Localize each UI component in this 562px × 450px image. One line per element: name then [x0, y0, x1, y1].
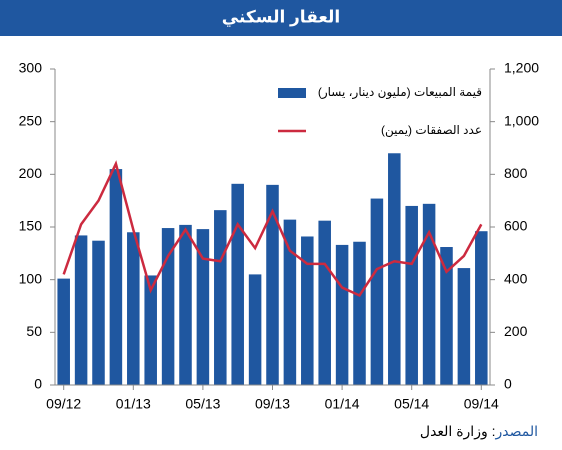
- title-banner: [0, 0, 562, 36]
- bar: [318, 220, 331, 385]
- bar: [248, 274, 262, 385]
- y-tick-label: 100: [19, 270, 43, 286]
- bar: [405, 205, 418, 385]
- bar: [231, 183, 244, 385]
- x-tick-label: 09/14: [464, 396, 499, 412]
- x-tick-label: 05/13: [185, 396, 220, 412]
- bar: [370, 198, 384, 385]
- chart-title: العقار السكني: [222, 7, 340, 27]
- bar: [283, 219, 297, 385]
- bar: [475, 231, 488, 385]
- y2-tick-label: 1,200: [504, 60, 539, 76]
- legend-label: قيمة المبيعات (مليون دينار، يسار): [318, 85, 482, 100]
- bar: [127, 232, 140, 385]
- bar: [388, 153, 401, 385]
- bar: [335, 244, 349, 385]
- y2-tick-label: 200: [504, 323, 528, 339]
- bar: [74, 235, 88, 385]
- bar: [179, 224, 192, 385]
- y-tick-label: 250: [19, 112, 43, 128]
- source-label: المصدر: [495, 423, 539, 440]
- legend-label: عدد الصفقات (يمين): [381, 123, 482, 138]
- bar: [161, 228, 175, 385]
- bar: [353, 241, 366, 385]
- bar: [440, 247, 453, 385]
- y2-tick-label: 400: [504, 270, 528, 286]
- bar: [196, 229, 210, 385]
- bar: [144, 275, 157, 385]
- y-tick-label: 300: [19, 60, 43, 76]
- y2-tick-label: 1,000: [504, 112, 539, 128]
- y-tick-label: 150: [19, 218, 43, 234]
- bar: [109, 169, 123, 385]
- bar: [92, 240, 105, 385]
- bar: [457, 268, 471, 385]
- bar: [301, 236, 314, 385]
- x-tick-label: 09/12: [46, 396, 81, 412]
- y-tick-label: 0: [34, 376, 42, 392]
- y-tick-label: 200: [19, 165, 43, 181]
- bar: [57, 278, 70, 385]
- y2-tick-label: 600: [504, 218, 528, 234]
- y2-tick-label: 0: [504, 376, 512, 392]
- x-tick-label: 01/14: [325, 396, 360, 412]
- line: [62, 160, 483, 298]
- y2-tick-label: 800: [504, 165, 528, 181]
- source-text: : وزارة العدل: [420, 423, 496, 440]
- source: المصدر: وزارة العدل: [420, 423, 538, 440]
- bar: [266, 184, 279, 385]
- legend-swatch: [278, 88, 306, 98]
- bar: [422, 203, 436, 385]
- bar: [214, 210, 227, 385]
- x-tick-label: 01/13: [116, 396, 151, 412]
- x-tick-label: 05/14: [394, 396, 429, 412]
- x-tick-label: 09/13: [255, 396, 290, 412]
- y-tick-label: 50: [26, 323, 42, 339]
